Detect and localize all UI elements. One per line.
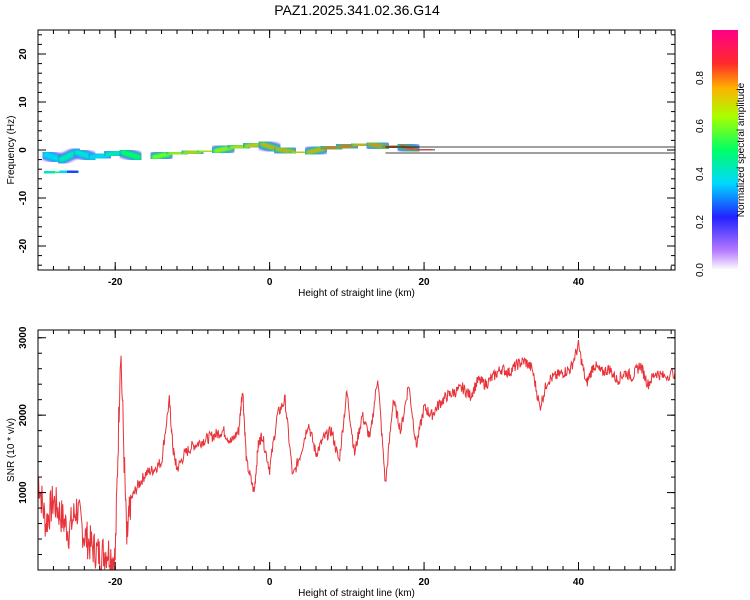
x-tick-label: -20: [108, 577, 123, 588]
colorbar-label: Normalized spectral amplitude: [736, 82, 747, 217]
snr-series-line: [38, 339, 675, 570]
colorbar-tick-label: 0.4: [695, 167, 706, 181]
x-axis-label: Height of straight line (km): [298, 288, 415, 299]
y-tick-label: 2000: [18, 404, 29, 427]
y-tick-label: -20: [18, 238, 29, 253]
heatmap-area: [40, 138, 675, 179]
x-tick-label: -20: [108, 277, 123, 288]
y-tick-label: 20: [18, 48, 29, 60]
colorbar-tick-label: 0.2: [695, 215, 706, 229]
x-tick-label: 20: [418, 577, 430, 588]
x-tick-label: 0: [267, 277, 273, 288]
colorbar-tick-label: 0.8: [695, 71, 706, 85]
x-tick-label: 0: [267, 577, 273, 588]
y-axis-label: SNR (10 * v/v): [6, 418, 17, 482]
snr-panel: -20 0 20 40 1000 2000 3000 Height of straight l…: [6, 326, 676, 599]
y-tick-label: 3000: [18, 326, 29, 349]
plot-frame: [37, 329, 676, 571]
line-area: [38, 339, 675, 570]
x-tick-label: 40: [573, 577, 585, 588]
colorbar-tick-label: 0.6: [695, 119, 706, 133]
y-tick-label: 1000: [18, 481, 29, 504]
y-tick-label: 10: [18, 96, 29, 108]
y-tick-label: 0: [18, 147, 29, 153]
x-tick-label: 20: [418, 277, 430, 288]
x-tick-label: 40: [573, 277, 585, 288]
colorbar-gradient: [712, 30, 738, 270]
chart-title: PAZ1.2025.341.02.36.G14: [274, 2, 440, 18]
colorbar: 0.0 0.2 0.4 0.6 0.8 Normalized spectral ampli…: [695, 30, 747, 277]
x-axis-label: Height of straight line (km): [298, 588, 415, 599]
y-tick-label: -10: [18, 190, 29, 205]
secondary-ridge-segment: [67, 169, 79, 174]
y-axis-label: Frequency (Hz): [6, 116, 17, 185]
colorbar-tick-label: 0.0: [695, 263, 706, 277]
